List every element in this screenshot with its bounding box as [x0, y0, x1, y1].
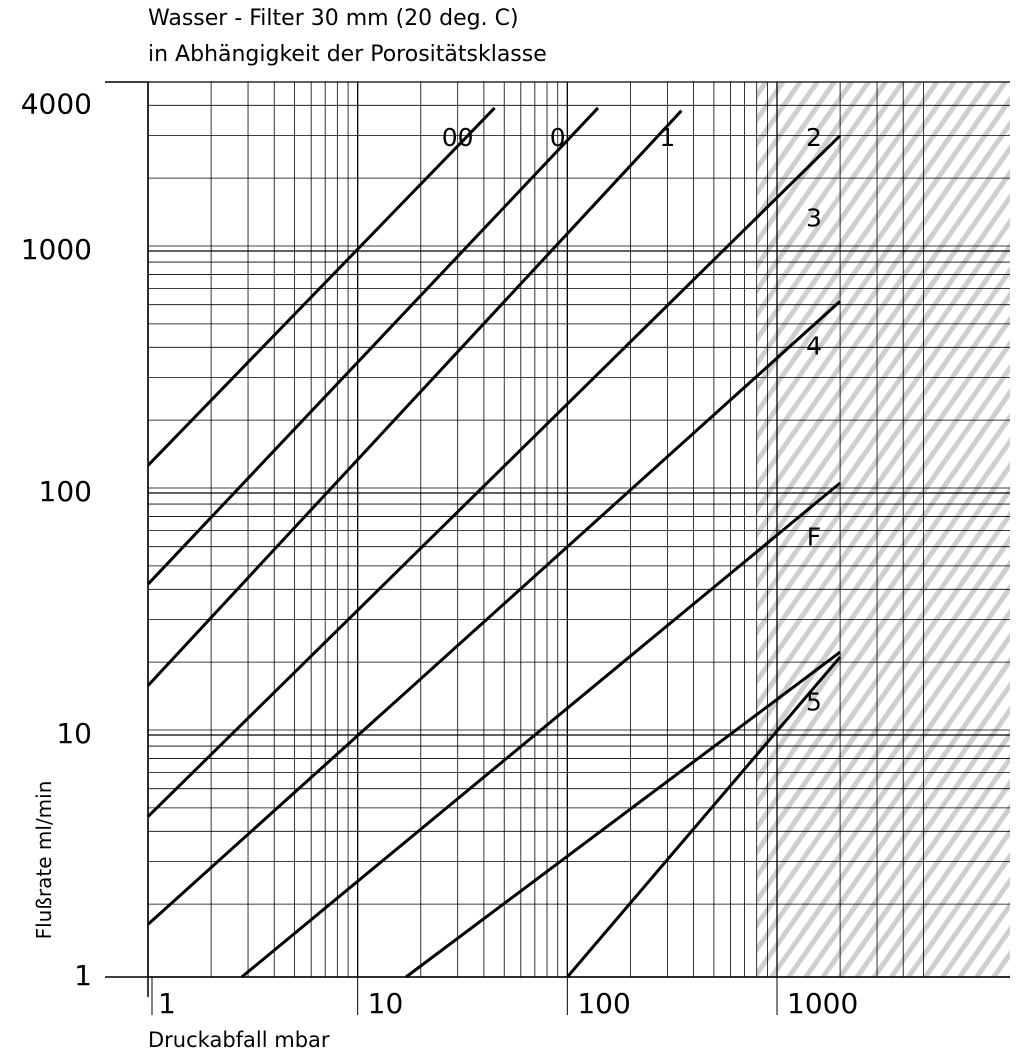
- chart-subtitle: in Abhängigkeit der Porositätsklasse: [148, 42, 547, 67]
- curve-label-1: 1: [659, 123, 675, 152]
- series-line-0: [146, 106, 600, 586]
- curve-label-2: 2: [806, 123, 822, 152]
- axes: [105, 81, 1010, 1015]
- y-tick-labels: 4000 1000 100 10 1: [21, 87, 92, 992]
- y-tick-label-1000: 1000: [21, 233, 92, 266]
- y-tick-label-1: 1: [74, 959, 92, 992]
- curve-label-00: 00: [442, 123, 474, 152]
- curve-label-0: 0: [550, 123, 566, 152]
- series-line-3: [146, 300, 842, 926]
- y-tick-label-100: 100: [39, 475, 92, 508]
- curve-label-3: 3: [806, 203, 822, 232]
- x-tick-label-100: 100: [577, 987, 630, 1020]
- series-line-2: [146, 134, 842, 818]
- y-tick-label-10: 10: [56, 717, 92, 750]
- y-axis-label: Flußrate ml/min: [32, 780, 56, 940]
- chart-title: Wasser - Filter 30 mm (20 deg. C): [148, 6, 519, 31]
- series-line-4: [240, 481, 842, 979]
- x-tick-label-1: 1: [158, 987, 176, 1020]
- series-line-5: [566, 656, 842, 978]
- hatched-region: [756, 82, 1010, 977]
- series-line-00: [146, 106, 496, 467]
- series-line-1: [146, 109, 683, 687]
- curve-label-5: 5: [806, 687, 822, 716]
- series-line-F: [405, 650, 842, 979]
- curve-label-4: 4: [806, 331, 822, 360]
- x-axis-label: Druckabfall mbar: [148, 1028, 330, 1052]
- x-tick-labels: 1 10 100 1000: [158, 987, 858, 1020]
- y-tick-label-4000: 4000: [21, 87, 92, 120]
- curve-label-F: F: [807, 522, 821, 551]
- series-lines: [146, 106, 842, 979]
- x-tick-label-1000: 1000: [787, 987, 858, 1020]
- x-tick-label-10: 10: [368, 987, 404, 1020]
